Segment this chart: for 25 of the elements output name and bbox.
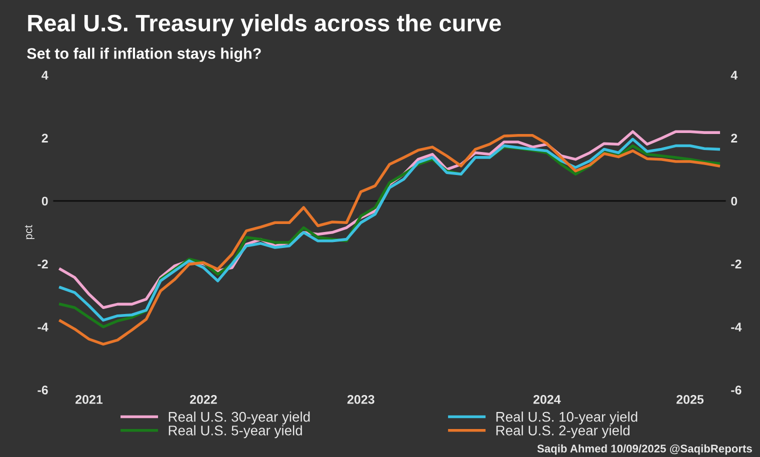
chart-subtitle: Set to fall if inflation stays high? [27, 48, 261, 62]
y-tick-label: 0 [42, 196, 48, 206]
y-axis-title: pct [24, 225, 34, 240]
y2-tick-label: -2 [731, 260, 742, 268]
y2-tick-label: 4 [730, 70, 738, 80]
y2-tick-label: 2 [731, 134, 738, 142]
y2-tick-label: 0 [731, 196, 738, 206]
x-tick-label: 2022 [190, 395, 217, 404]
y2-tick-label: -6 [731, 386, 742, 394]
y-tick-label: 2 [42, 134, 48, 142]
chart-title: Real U.S. Treasury yields across the curve [28, 14, 501, 36]
x-tick-label: 2023 [347, 395, 374, 404]
x-tick-label: 2021 [76, 395, 103, 404]
y-tick-label: -6 [38, 386, 48, 394]
x-tick-label: 2024 [533, 395, 561, 404]
y-tick-label: -4 [38, 322, 48, 332]
y-tick-label: 4 [42, 70, 48, 80]
text: Saqib Ahmed 10/09/2025 @SaqibReports [537, 444, 752, 455]
y2-tick-label: -4 [731, 322, 742, 332]
legend-label: Real U.S. 2-year yield [496, 425, 630, 438]
legend-label: Real U.S. 30-year yield [168, 412, 310, 424]
legend-label: Real U.S. 5-year yield [168, 425, 302, 438]
y-tick-label: -2 [38, 260, 48, 268]
x-tick-label: 2025 [676, 395, 704, 404]
legend-label: Real U.S. 10-year yield [496, 412, 638, 424]
